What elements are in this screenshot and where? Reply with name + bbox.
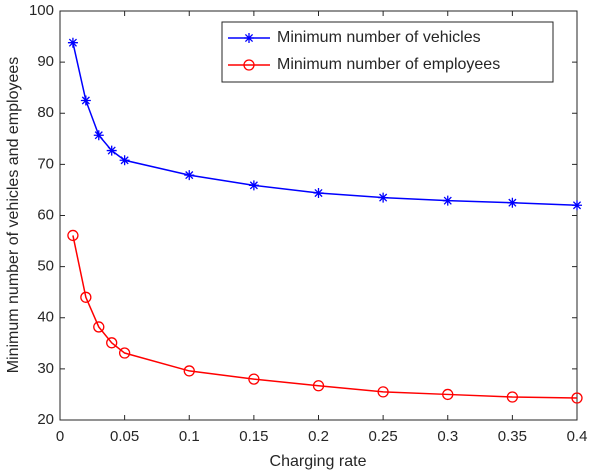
- marker: [184, 170, 195, 181]
- marker: [442, 388, 454, 401]
- marker: [67, 37, 78, 48]
- marker: [244, 33, 254, 43]
- marker: [118, 347, 131, 359]
- x-tick-label: 0.4: [567, 428, 588, 445]
- x-tick-label: 0.3: [437, 428, 458, 445]
- y-tick-label: 60: [37, 206, 54, 223]
- x-tick-label: 0.1: [179, 428, 200, 445]
- y-tick-label: 40: [37, 309, 54, 326]
- marker: [571, 392, 583, 404]
- y-tick-label: 90: [37, 53, 54, 70]
- x-tick-label: 0: [56, 428, 64, 445]
- x-tick-label: 0.15: [239, 428, 268, 445]
- y-axis-label: Minimum number of vehicles and employees: [5, 57, 22, 374]
- marker: [67, 229, 79, 242]
- marker: [119, 155, 130, 166]
- marker: [243, 59, 255, 71]
- marker: [378, 192, 389, 203]
- y-tick-label: 20: [37, 411, 54, 428]
- x-axis-label: Charging rate: [270, 453, 367, 470]
- x-tick-label: 0.35: [498, 428, 527, 445]
- marker: [313, 188, 324, 199]
- x-tick-label: 0.2: [308, 428, 329, 445]
- marker: [442, 195, 453, 206]
- series-line: [72, 42, 578, 207]
- marker: [506, 391, 519, 403]
- marker: [106, 145, 117, 156]
- marker: [377, 386, 389, 398]
- marker: [106, 337, 118, 349]
- marker: [80, 291, 92, 303]
- marker: [93, 130, 104, 141]
- y-tick-label: 70: [37, 155, 54, 172]
- marker: [312, 380, 325, 392]
- marker: [93, 321, 105, 333]
- legend-box: [221, 21, 554, 83]
- y-tick-label: 80: [37, 104, 54, 121]
- legend: Minimum number of vehicles Minimum number…: [221, 21, 554, 83]
- legend-label: Minimum number of vehicles: [277, 29, 481, 46]
- legend-label: Minimum number of employees: [277, 56, 500, 73]
- y-tick-label: 100: [29, 2, 54, 19]
- y-tick-label: 30: [37, 360, 54, 377]
- marker: [80, 95, 91, 106]
- marker: [183, 365, 195, 377]
- marker: [507, 197, 518, 208]
- marker: [572, 200, 582, 211]
- marker: [248, 373, 260, 385]
- marker: [248, 180, 259, 191]
- y-tick-label: 50: [37, 258, 54, 275]
- x-tick-label: 0.25: [369, 428, 398, 445]
- x-tick-label: 0.05: [110, 428, 139, 445]
